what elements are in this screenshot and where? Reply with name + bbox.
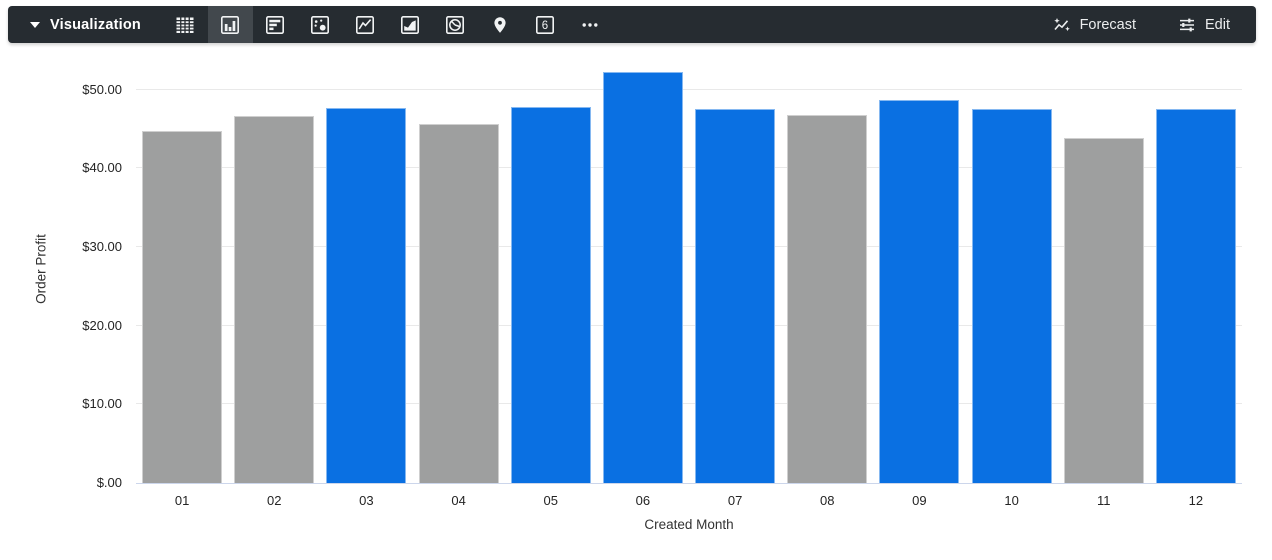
x-axis-title: Created Month xyxy=(644,517,734,532)
edit-label: Edit xyxy=(1205,16,1230,33)
viz-type-single-value-button[interactable]: 6 xyxy=(523,6,568,43)
x-tick-label: 02 xyxy=(267,493,282,508)
viz-type-map-button[interactable] xyxy=(478,6,523,43)
gridline xyxy=(136,324,1242,326)
chart-type-switcher: 6 xyxy=(163,6,613,43)
bar-01[interactable] xyxy=(142,131,223,483)
column-chart-icon xyxy=(221,15,240,34)
visualization-dropdown[interactable]: Visualization xyxy=(8,6,155,43)
forecast-button[interactable]: Forecast xyxy=(1053,6,1136,43)
viz-type-scatter-button[interactable] xyxy=(298,6,343,43)
ellipsis-icon xyxy=(582,22,598,27)
forecast-label: Forecast xyxy=(1079,16,1136,33)
gridline xyxy=(136,245,1242,247)
forecast-sparkle-icon xyxy=(1053,17,1070,31)
chevron-down-icon xyxy=(30,21,40,28)
viz-type-table-button[interactable] xyxy=(163,6,208,43)
bar-02[interactable] xyxy=(234,116,315,483)
bar-12[interactable] xyxy=(1155,108,1236,483)
bar-09[interactable] xyxy=(879,99,960,483)
viz-type-line-button[interactable] xyxy=(343,6,388,43)
bar-06[interactable] xyxy=(602,72,683,483)
y-tick-label: $.00 xyxy=(96,475,122,490)
x-tick-label: 01 xyxy=(174,493,190,508)
scatter-chart-icon xyxy=(311,15,330,34)
x-tick-label: 07 xyxy=(727,493,743,508)
single-value-icon: 6 xyxy=(536,15,555,34)
table-icon xyxy=(176,17,194,33)
x-tick-label: 08 xyxy=(820,493,835,508)
bar-07[interactable] xyxy=(695,109,776,483)
gridline xyxy=(136,403,1242,405)
bar-10[interactable] xyxy=(971,109,1052,483)
y-tick-label: $30.00 xyxy=(82,238,122,254)
y-axis-labels: $.00 $10.00 $20.00 $30.00 $40.00 $50.00 xyxy=(0,55,122,490)
line-chart-icon xyxy=(356,15,375,34)
y-tick-label: $50.00 xyxy=(82,81,122,97)
y-tick-label: $40.00 xyxy=(82,160,122,176)
viz-type-area-button[interactable] xyxy=(388,6,433,43)
gridline xyxy=(136,88,1242,90)
map-pin-icon xyxy=(494,16,507,33)
x-tick-label: 12 xyxy=(1188,493,1204,508)
svg-text:6: 6 xyxy=(542,20,548,32)
gridline xyxy=(136,167,1242,169)
bar-08[interactable] xyxy=(787,114,868,483)
bar-04[interactable] xyxy=(418,124,499,483)
viz-type-more-button[interactable] xyxy=(568,6,613,43)
x-tick-label: 05 xyxy=(543,493,558,508)
toolbar-title: Visualization xyxy=(50,16,141,33)
x-tick-label: 03 xyxy=(359,493,374,508)
bar-chart-icon xyxy=(266,15,285,34)
bar-11[interactable] xyxy=(1063,137,1144,483)
x-tick-label: 10 xyxy=(1004,493,1019,508)
edit-button[interactable]: Edit xyxy=(1178,6,1230,43)
y-tick-label: $10.00 xyxy=(82,396,122,412)
y-tick-label: $20.00 xyxy=(82,317,122,333)
bar-05[interactable] xyxy=(510,106,591,483)
visualization-toolbar: Visualization xyxy=(8,6,1256,43)
bar-03[interactable] xyxy=(326,107,407,483)
x-tick-label: 09 xyxy=(912,493,927,508)
edit-settings-icon xyxy=(1180,18,1194,31)
x-tick-label: 11 xyxy=(1096,493,1111,508)
x-tick-label: 04 xyxy=(451,493,466,508)
x-tick-label: 06 xyxy=(635,493,651,508)
viz-type-column-button[interactable] xyxy=(207,6,253,43)
x-axis-labels: 01 02 03 04 05 06 07 08 09 10 11 12 xyxy=(136,493,1242,511)
area-chart-icon xyxy=(401,15,420,34)
viz-type-pie-button[interactable] xyxy=(433,6,478,43)
viz-type-bar-button[interactable] xyxy=(253,6,298,43)
pie-chart-icon xyxy=(446,15,465,34)
plot-area xyxy=(136,55,1242,484)
